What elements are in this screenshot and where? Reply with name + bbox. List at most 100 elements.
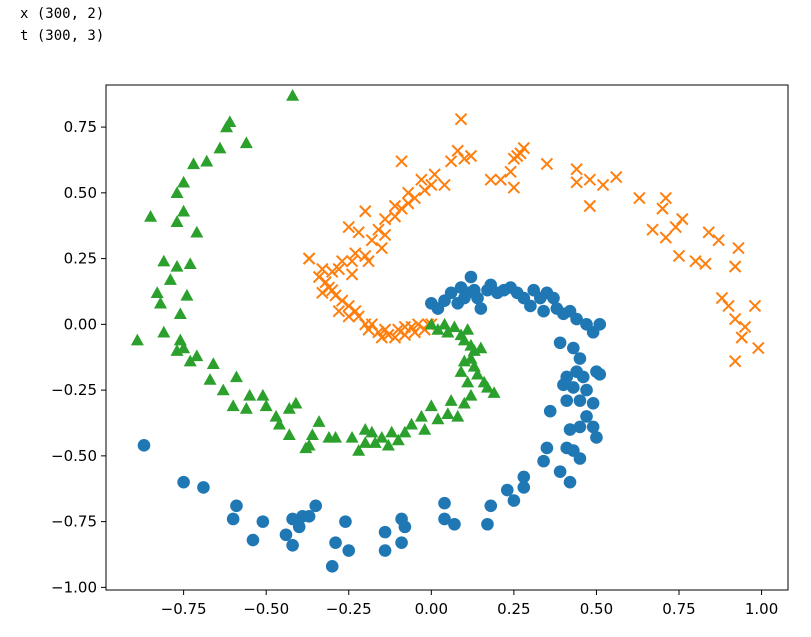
point-x	[748, 299, 762, 313]
point-circle	[309, 499, 323, 513]
point-x	[345, 255, 359, 268]
point-x	[633, 191, 646, 205]
point-x	[388, 199, 402, 213]
point-circle	[177, 475, 190, 489]
point-triangle	[229, 370, 243, 383]
point-circle	[507, 494, 521, 507]
point-triangle	[187, 157, 201, 170]
point-circle	[573, 420, 587, 434]
point-x	[401, 186, 415, 200]
x-tick-label: −0.75	[161, 600, 207, 618]
point-circle	[246, 533, 260, 547]
point-triangle	[322, 430, 336, 443]
point-triangle	[163, 273, 177, 285]
point-circle	[438, 512, 451, 526]
point-circle	[378, 525, 392, 539]
point-x	[728, 260, 742, 273]
point-circle	[438, 496, 451, 510]
point-circle	[593, 368, 607, 381]
point-triangle	[358, 423, 372, 435]
point-circle	[279, 528, 293, 542]
point-x	[372, 223, 385, 236]
point-x	[752, 341, 765, 355]
x-tick-label: 0.50	[580, 600, 613, 618]
point-x	[335, 255, 349, 268]
point-x	[458, 152, 471, 165]
point-circle	[325, 560, 339, 573]
point-triangle	[312, 415, 326, 427]
point-circle	[448, 517, 461, 531]
axes-frame	[105, 84, 789, 591]
point-x	[507, 181, 521, 194]
point-triangle	[391, 433, 405, 446]
point-x	[411, 318, 425, 331]
x-tick-label: 0.75	[662, 600, 695, 618]
point-x	[517, 141, 530, 155]
point-circle	[474, 302, 488, 315]
point-circle	[537, 454, 550, 468]
point-triangle	[441, 407, 455, 419]
point-triangle	[180, 288, 194, 301]
point-x	[375, 241, 388, 255]
point-x	[540, 157, 554, 171]
point-circle	[573, 352, 587, 365]
point-x	[732, 241, 745, 255]
point-x	[378, 212, 392, 226]
point-circle	[137, 439, 151, 452]
point-triangle	[157, 325, 171, 338]
point-circle	[481, 517, 494, 531]
point-triangle	[305, 428, 319, 441]
y-tick-label: 0.50	[64, 184, 97, 202]
point-x	[332, 304, 346, 318]
point-triangle	[471, 367, 485, 380]
point-circle	[573, 452, 587, 465]
point-circle	[230, 499, 243, 513]
point-x	[646, 223, 659, 236]
point-x	[507, 152, 521, 165]
point-triangle	[358, 436, 372, 448]
point-circle	[517, 470, 531, 484]
x-tick-label: 1.00	[745, 600, 778, 618]
point-x	[712, 233, 725, 247]
point-circle	[563, 423, 577, 436]
point-triangle	[170, 186, 184, 199]
point-x	[659, 191, 673, 205]
point-x	[345, 268, 359, 281]
point-x	[722, 299, 735, 313]
y-tick-label: 0.00	[64, 315, 97, 333]
point-circle	[342, 544, 356, 557]
point-triangle	[299, 441, 313, 454]
point-x	[570, 162, 583, 176]
point-circle	[553, 465, 567, 478]
point-x	[444, 155, 458, 168]
point-x	[349, 247, 362, 260]
point-circle	[557, 378, 570, 392]
series-x	[302, 112, 765, 368]
point-x	[596, 178, 610, 192]
series-circle	[137, 270, 607, 573]
point-x	[392, 323, 405, 336]
point-x	[415, 173, 428, 186]
point-x	[583, 199, 597, 213]
point-triangle	[282, 428, 296, 441]
point-x	[342, 220, 355, 234]
output-line-t-shape: t (300, 3)	[20, 28, 105, 44]
point-triangle	[451, 409, 465, 422]
point-triangle	[190, 225, 204, 238]
point-circle	[444, 286, 458, 300]
point-triangle	[256, 388, 270, 401]
point-x	[689, 255, 702, 268]
point-triangle	[441, 325, 455, 338]
point-circle	[593, 318, 607, 331]
point-x	[735, 331, 748, 344]
point-triangle	[404, 417, 418, 430]
point-x	[728, 354, 742, 368]
point-circle	[553, 336, 567, 350]
point-x	[656, 202, 669, 215]
x-tick-label: 0.25	[497, 600, 530, 618]
y-tick-label: −0.25	[51, 381, 97, 399]
point-circle	[580, 383, 593, 397]
point-triangle	[414, 409, 428, 422]
point-triangle	[444, 394, 458, 406]
